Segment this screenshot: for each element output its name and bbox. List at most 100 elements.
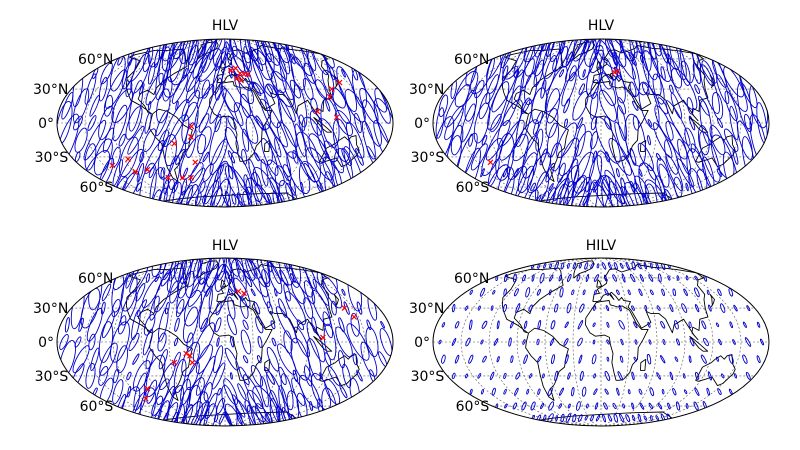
- coastline: [573, 260, 595, 279]
- coastline: [525, 108, 569, 182]
- error-ellipse: [173, 351, 181, 367]
- error-ellipse: [366, 319, 372, 331]
- error-ellipse: [247, 258, 268, 288]
- error-ellipse: [169, 39, 199, 86]
- error-ellipse: [634, 175, 650, 199]
- error-ellipse: [468, 133, 474, 147]
- error-ellipse: [225, 127, 239, 154]
- error-ellipse: [327, 365, 341, 386]
- latitude-label: 60°N: [454, 271, 489, 287]
- error-ellipse: [536, 288, 541, 296]
- error-ellipse: [715, 356, 720, 362]
- station-marker: [192, 159, 199, 166]
- error-ellipse: [100, 62, 113, 85]
- error-ellipse: [192, 258, 204, 278]
- error-ellipse: [688, 321, 692, 329]
- error-ellipse: [102, 127, 115, 153]
- error-ellipse: [672, 387, 677, 396]
- error-ellipse: [227, 116, 237, 130]
- error-ellipse: [589, 44, 604, 74]
- error-ellipse: [589, 92, 599, 120]
- error-ellipse: [605, 305, 610, 312]
- error-ellipse: [554, 370, 559, 382]
- error-ellipse: [681, 303, 688, 313]
- error-ellipse: [689, 337, 695, 347]
- coastline: [319, 135, 360, 168]
- error-ellipse: [496, 320, 500, 330]
- error-ellipse: [127, 125, 145, 155]
- error-ellipse: [163, 179, 169, 195]
- error-ellipse: [177, 258, 192, 299]
- error-ellipse: [145, 349, 154, 370]
- error-ellipse: [257, 335, 263, 349]
- error-ellipse: [598, 89, 617, 122]
- station-marker: [235, 288, 242, 295]
- error-ellipse: [344, 89, 366, 123]
- error-ellipse: [83, 119, 107, 161]
- coastline: [689, 335, 709, 352]
- coastline: [209, 81, 273, 162]
- error-ellipse: [84, 73, 97, 105]
- meridian-line: [84, 258, 226, 426]
- error-ellipse: [78, 317, 84, 332]
- error-ellipse: [197, 126, 212, 155]
- error-ellipse: [255, 403, 272, 426]
- error-ellipse: [235, 258, 245, 282]
- error-ellipse: [487, 81, 510, 131]
- error-ellipse: [631, 402, 635, 410]
- error-ellipse: [266, 83, 274, 95]
- error-ellipse: [470, 143, 488, 171]
- error-ellipse: [197, 258, 212, 285]
- error-ellipse: [266, 371, 286, 413]
- error-ellipse: [132, 353, 140, 365]
- error-ellipse: [301, 116, 327, 164]
- error-ellipse: [365, 326, 379, 358]
- error-ellipse: [85, 363, 96, 389]
- error-ellipse: [647, 119, 653, 127]
- latitude-label: 60°S: [80, 180, 114, 196]
- error-ellipse: [612, 52, 618, 66]
- error-ellipse: [585, 273, 590, 283]
- error-ellipse: [650, 262, 653, 269]
- error-ellipse: [84, 143, 97, 171]
- error-ellipse: [262, 39, 288, 82]
- error-ellipse: [469, 388, 473, 395]
- error-ellipse: [616, 387, 620, 396]
- error-ellipse: [661, 388, 665, 395]
- error-ellipse: [481, 134, 488, 146]
- error-ellipse: [205, 258, 215, 276]
- error-ellipse: [158, 39, 174, 86]
- latitude-label: 30°S: [35, 369, 69, 385]
- error-ellipse: [74, 336, 82, 348]
- error-ellipse: [561, 71, 577, 107]
- error-ellipse: [338, 317, 345, 333]
- error-ellipse: [648, 339, 652, 345]
- error-ellipse: [250, 365, 264, 387]
- error-ellipse: [558, 403, 563, 409]
- map-panel-2: HLV 60°N 30°N 0° 30°S 60°S: [409, 18, 770, 208]
- error-ellipse: [566, 263, 570, 269]
- error-ellipse: [294, 326, 310, 358]
- error-ellipse: [548, 274, 554, 282]
- error-ellipse: [647, 135, 651, 146]
- error-ellipse: [728, 388, 733, 395]
- station-marker: [144, 166, 151, 173]
- error-ellipse: [274, 136, 292, 177]
- error-ellipse: [333, 148, 354, 198]
- error-ellipse: [454, 354, 460, 364]
- error-ellipse: [243, 355, 249, 364]
- error-ellipse: [325, 99, 331, 112]
- error-ellipse: [464, 305, 469, 311]
- error-ellipse: [513, 165, 535, 207]
- error-ellipse: [217, 387, 222, 396]
- coastline: [592, 264, 709, 341]
- error-ellipse: [195, 356, 216, 396]
- error-ellipse: [219, 163, 240, 207]
- error-ellipse: [695, 371, 700, 380]
- error-ellipse: [676, 338, 680, 346]
- error-ellipse: [638, 288, 643, 297]
- error-ellipse: [584, 415, 588, 421]
- latitude-label: 30°S: [411, 150, 445, 166]
- error-ellipse: [248, 39, 267, 66]
- error-ellipse: [563, 338, 569, 346]
